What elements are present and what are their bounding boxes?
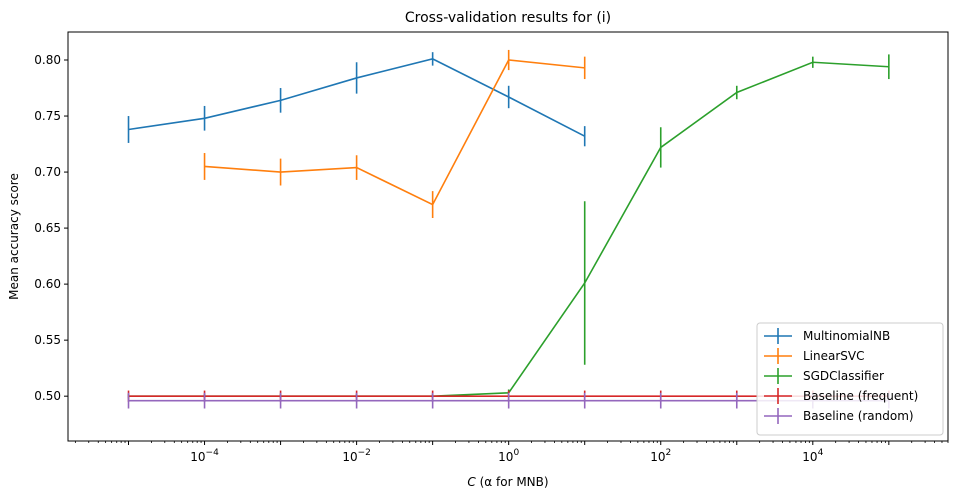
chart-title: Cross-validation results for (i): [405, 10, 611, 26]
legend-label: SGDClassifier: [803, 369, 884, 383]
y-tick-label: 0.65: [34, 221, 61, 235]
legend-entry: SGDClassifier: [764, 368, 884, 384]
legend-box: [756, 322, 944, 436]
legend-label: Baseline (random): [803, 409, 914, 423]
series-linearsvc: [203, 49, 586, 219]
legend: MultinomialNB LinearSVC SGDClassifier Basel…: [756, 322, 944, 436]
legend-entry: LinearSVC: [764, 348, 865, 364]
y-tick-label: 0.75: [34, 109, 61, 123]
y-tick-label: 0.80: [34, 53, 61, 67]
legend-entry: Baseline (random): [764, 408, 914, 424]
plot-frame: [67, 31, 949, 442]
legend-label: MultinomialNB: [803, 329, 890, 343]
legend-label: LinearSVC: [803, 349, 865, 363]
y-tick-label: 0.55: [34, 333, 61, 347]
legend-entry: Baseline (frequent): [764, 388, 918, 404]
x-tick-label: 104: [802, 448, 823, 464]
legend-entry: MultinomialNB: [764, 328, 890, 344]
y-tick-label: 0.60: [34, 277, 61, 291]
series-line: [204, 59, 585, 206]
y-axis-label: Mean accuracy score: [7, 173, 21, 300]
x-tick-label: 10−4: [190, 448, 219, 464]
x-axis-label: C (α for MNB): [467, 475, 548, 489]
legend-label: Baseline (frequent): [803, 389, 918, 403]
x-tick-label: 102: [650, 448, 671, 464]
y-tick-label: 0.50: [34, 389, 61, 403]
series-multinomialnb: [127, 52, 586, 147]
x-tick-label: 100: [498, 448, 519, 464]
x-tick-label: 10−2: [342, 448, 371, 464]
y-tick-label: 0.70: [34, 165, 61, 179]
